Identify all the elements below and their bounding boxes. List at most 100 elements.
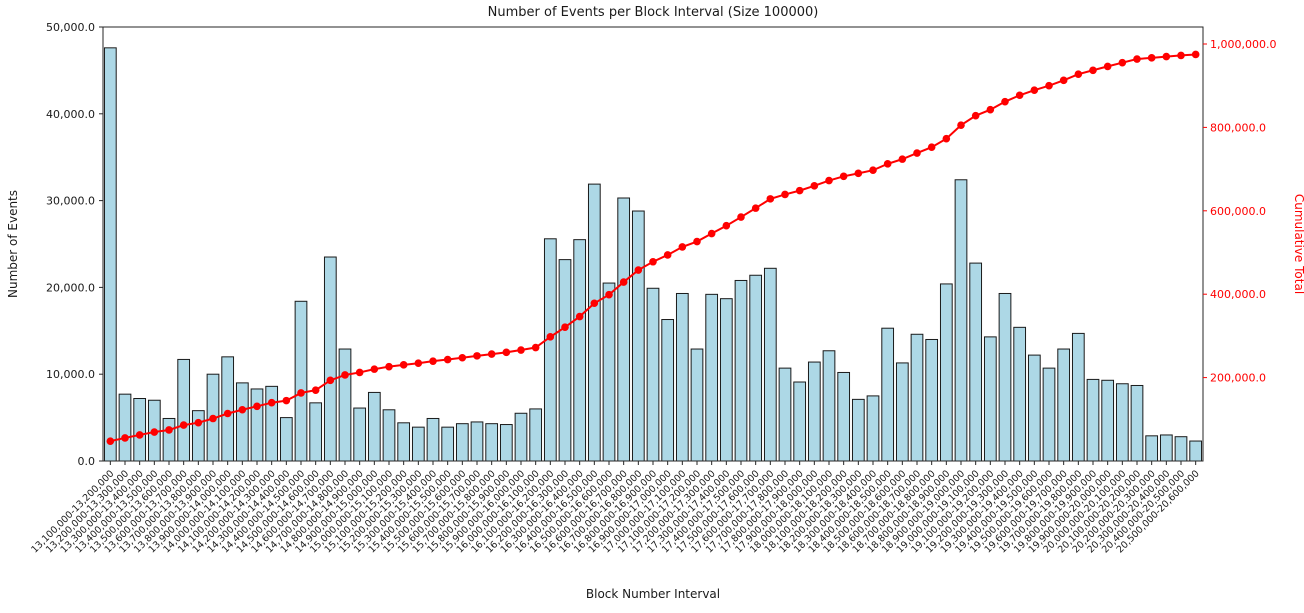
cumulative-point [898,155,907,163]
cumulative-point [869,166,877,175]
cumulative-point [781,190,789,199]
bar [191,410,205,462]
bar [265,385,279,462]
bar [719,298,733,462]
bar [279,417,293,462]
bar [294,300,308,462]
bar [573,239,587,462]
cumulative-point [1045,81,1053,90]
cumulative-point [927,143,936,152]
bar [543,238,557,462]
bar [895,362,909,462]
bar [807,361,821,462]
bar [177,358,191,462]
cumulative-point [986,105,995,114]
cumulative-point [399,361,408,369]
y-tick-label-left: 40,000.0 [46,108,95,121]
bar [250,388,264,462]
cumulative-point [619,278,628,286]
bar [1057,348,1071,462]
cumulative-point [458,353,467,362]
cumulative-point [810,182,819,190]
bar [675,292,689,462]
bar [983,336,997,462]
cumulative-point [1118,58,1127,67]
bar [1101,379,1115,462]
cumulative-point [517,346,525,354]
cumulative-point [282,396,291,405]
cumulative-point [957,121,965,129]
bar [338,348,352,462]
cumulative-point [473,352,481,360]
bar [455,423,469,462]
cumulative-point [1162,52,1171,61]
bar [734,279,748,462]
y-axis-label-right: Cumulative Total [1292,194,1304,294]
y-tick-label-right: 800,000.0 [1210,121,1266,134]
bars-layer [103,47,1203,462]
cumulative-point [531,343,540,352]
cumulative-point [443,355,452,364]
cumulative-point [590,299,599,308]
bar [514,412,528,462]
cumulative-point [1177,51,1185,60]
cumulative-point [883,160,892,168]
bar [353,407,367,462]
cumulative-point [707,229,716,238]
bar [661,319,675,462]
bar [939,283,953,462]
bar [998,292,1012,462]
cumulative-point [1089,66,1097,75]
y-tick-label-right: 200,000.0 [1210,372,1266,385]
y-axis-label-left: Number of Events [6,190,20,298]
bar [954,179,968,462]
cumulative-point [165,426,173,434]
bar [1159,434,1173,462]
cumulative-point [1030,86,1039,94]
bar [133,398,147,462]
bar [1189,440,1203,462]
bar [397,422,411,462]
y-tick-label-right: 1,000,000.0 [1210,38,1276,51]
cumulative-point [385,362,393,371]
cumulative-point [722,221,731,230]
cumulative-point [253,402,261,411]
y-tick-label-left: 10,000.0 [46,368,95,381]
bar [1115,383,1129,462]
bar [851,398,865,462]
bar [910,333,924,462]
bar [763,267,777,462]
y-axis-ticks-right: 200,000.0 400,000.0 600,000.0 800,000.0 1,00… [1203,38,1276,385]
cumulative-point [1059,76,1068,85]
bar [646,287,660,462]
x-axis-ticks: 13,100,000-13,200,00013,200,000-13,300,0… [29,461,1202,555]
bar [793,381,807,462]
bar [778,367,792,462]
bar [1013,326,1027,462]
bar [881,327,895,462]
cumulative-point [209,414,217,423]
cumulative-point [1133,55,1141,63]
bar [103,47,117,462]
bar [866,395,880,462]
cumulative-point [1001,97,1009,106]
bar [323,256,337,462]
bar [969,262,983,462]
bar [631,210,645,462]
cumulative-point [297,389,305,397]
cumulative-point [238,405,247,414]
cumulative-point [267,398,276,407]
cumulative-point [106,437,115,445]
cumulative-point [341,371,349,379]
cumulative-point [121,434,129,442]
cumulative-point [370,365,379,373]
cumulative-point [678,243,687,251]
bar [441,426,455,462]
y-tick-label-left: 30,000.0 [46,195,95,208]
bar [705,293,719,462]
y-tick-label-left: 0.0 [78,455,96,468]
y-tick-label-left: 50,000.0 [46,21,95,34]
cumulative-point [634,266,643,274]
cumulative-point [693,237,701,246]
